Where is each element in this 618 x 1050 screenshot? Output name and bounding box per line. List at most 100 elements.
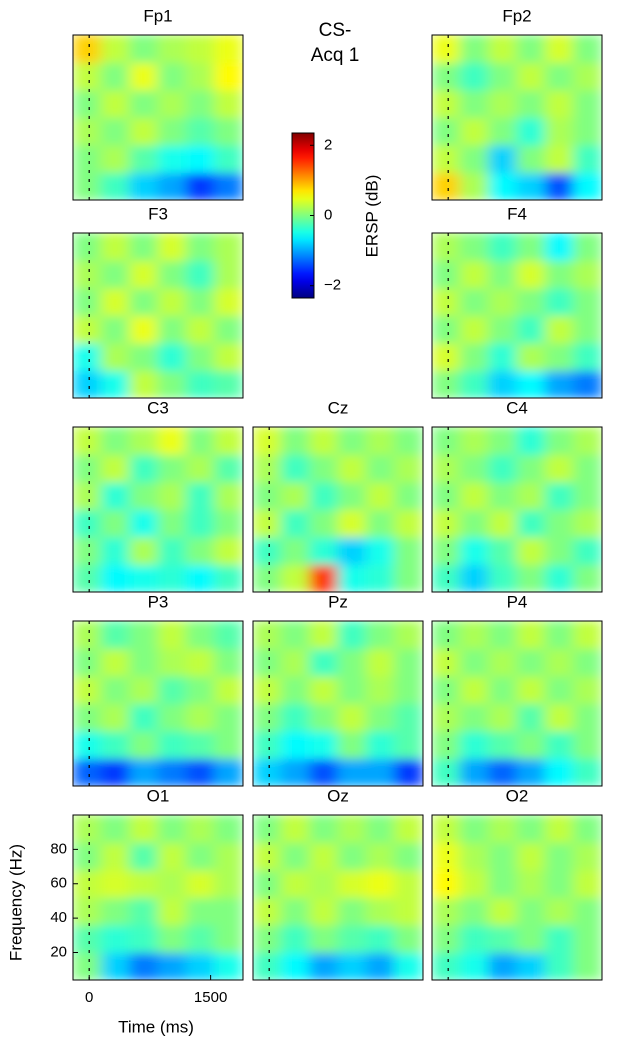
heat-cell	[365, 648, 396, 677]
heat-cell	[394, 924, 423, 953]
heat-cell	[459, 869, 490, 898]
heatmap	[73, 35, 243, 200]
panel-frame	[431, 814, 603, 981]
heat-cell	[73, 536, 102, 565]
heat-cell	[214, 703, 243, 732]
heat-cell	[100, 260, 131, 289]
heat-cell	[214, 897, 243, 926]
heat-cell	[544, 869, 575, 898]
heatmap	[73, 233, 243, 398]
heat-cell	[157, 924, 187, 953]
heat-cell	[516, 815, 546, 843]
panel	[73, 35, 243, 200]
heat-cell	[365, 509, 396, 538]
heat-cell	[157, 730, 187, 759]
heat-cell	[544, 342, 575, 371]
heat-cell	[459, 842, 490, 871]
heat-cell	[432, 758, 461, 786]
heat-cell	[214, 509, 243, 538]
heat-cell	[459, 454, 490, 483]
heat-cell	[432, 952, 461, 980]
heat-cell	[100, 924, 131, 953]
heatmap	[253, 621, 423, 786]
heat-cell	[73, 952, 102, 980]
heat-cell	[73, 924, 102, 953]
heat-cell	[516, 703, 546, 732]
panel-frame	[72, 34, 244, 201]
panel-frame	[72, 814, 244, 981]
heat-cell	[157, 675, 187, 704]
heat-cell	[337, 509, 367, 538]
heat-cell	[488, 509, 518, 538]
heat-cell	[214, 62, 243, 91]
heatmap	[432, 35, 602, 200]
heat-cell	[573, 897, 602, 926]
heat-cell	[394, 703, 423, 732]
heat-cell	[100, 233, 131, 261]
heat-cell	[129, 144, 159, 173]
heat-cell	[73, 370, 102, 398]
panel	[73, 621, 243, 786]
heat-cell	[516, 842, 546, 871]
heat-cell	[365, 675, 396, 704]
heat-cell	[516, 62, 546, 91]
heat-cell	[73, 427, 102, 455]
heat-cell	[253, 758, 282, 786]
heat-cell	[129, 481, 159, 510]
heat-cell	[544, 260, 575, 289]
heat-cell	[253, 648, 282, 677]
heat-cell	[516, 621, 546, 649]
panel-frame	[252, 620, 424, 787]
heatmap	[432, 621, 602, 786]
heat-cell	[280, 730, 311, 759]
heat-cell	[432, 730, 461, 759]
heatmap	[432, 815, 602, 980]
heat-cell	[214, 287, 243, 316]
heat-cell	[185, 117, 216, 146]
heat-cell	[129, 117, 159, 146]
heat-cell	[73, 758, 102, 786]
y-axis-label: Frequency (Hz)	[6, 844, 25, 961]
heat-cell	[129, 89, 159, 118]
heat-cell	[432, 703, 461, 732]
heat-cell	[573, 370, 602, 398]
heat-cell	[459, 815, 490, 843]
heat-cell	[280, 758, 311, 786]
panel-frame	[72, 426, 244, 593]
heat-cell	[394, 536, 423, 565]
heat-cell	[459, 342, 490, 371]
heat-cell	[337, 481, 367, 510]
heat-cell	[516, 315, 546, 344]
heat-cell	[214, 869, 243, 898]
heat-cell	[253, 509, 282, 538]
heat-cell	[253, 621, 282, 649]
heat-cell	[253, 481, 282, 510]
heat-cell	[73, 703, 102, 732]
heat-cell	[573, 952, 602, 980]
heat-cell	[337, 427, 367, 455]
heat-cell	[309, 427, 339, 455]
panel-frame	[252, 426, 424, 593]
panel	[253, 815, 423, 980]
heat-cell	[488, 260, 518, 289]
panel	[432, 621, 602, 786]
heat-cell	[185, 342, 216, 371]
heat-cell	[394, 564, 423, 592]
heat-cell	[488, 621, 518, 649]
heat-cell	[185, 233, 216, 261]
heat-cell	[73, 815, 102, 843]
heat-cell	[516, 564, 546, 592]
heat-cell	[129, 427, 159, 455]
heat-cell	[73, 35, 102, 63]
heat-cell	[394, 952, 423, 980]
heat-cell	[73, 675, 102, 704]
heat-cell	[309, 703, 339, 732]
heat-cell	[544, 454, 575, 483]
heat-cell	[544, 509, 575, 538]
heat-cell	[488, 842, 518, 871]
y-tick-label: 40	[50, 909, 67, 926]
heat-cell	[100, 897, 131, 926]
heat-cell	[488, 172, 518, 200]
heat-cell	[253, 842, 282, 871]
